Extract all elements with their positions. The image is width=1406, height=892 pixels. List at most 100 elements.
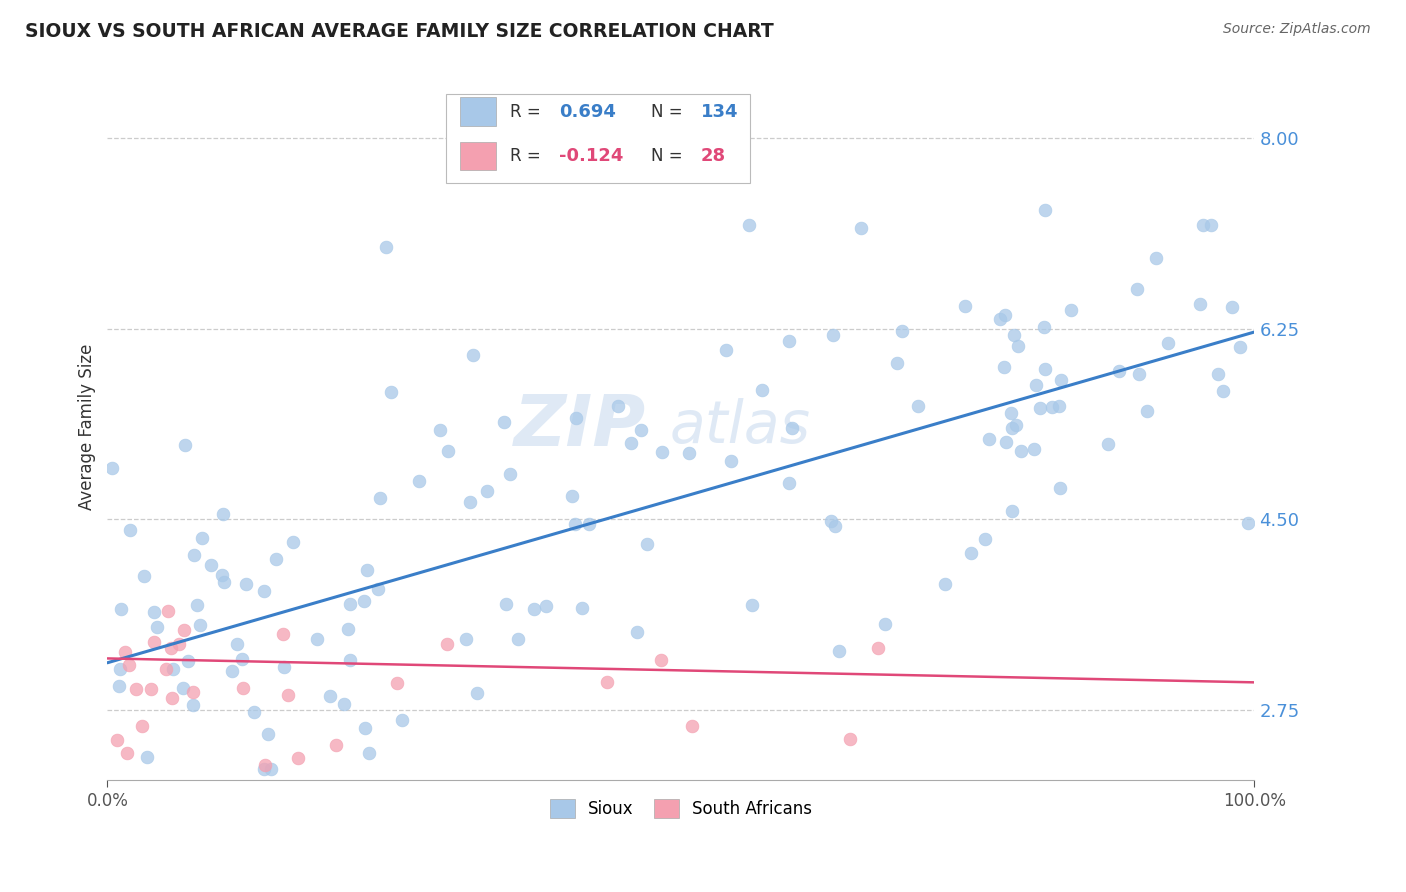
Point [475,484,498,499]
Text: 134: 134 [700,103,738,120]
Point [465,686,488,700]
Text: ZIP: ZIP [515,392,647,461]
Y-axis label: Average Family Size: Average Family Size [79,343,96,510]
Point [851,221,873,235]
Point [571,601,593,615]
Point [1033,203,1056,218]
Point [934,577,956,591]
Point [1157,336,1180,351]
Point [235,577,257,591]
Point [1220,300,1243,314]
Point [596,675,619,690]
Point [1237,516,1260,531]
Point [650,653,672,667]
Point [1128,367,1150,381]
Point [1212,384,1234,398]
Point [1033,361,1056,376]
Text: atlas: atlas [669,398,810,455]
Point [988,312,1011,326]
Point [110,602,132,616]
Point [741,599,763,613]
Point [408,474,430,488]
Point [1007,339,1029,353]
Point [325,738,347,752]
Point [607,399,630,413]
Point [824,518,846,533]
Point [332,698,354,712]
Point [356,563,378,577]
Point [578,517,600,532]
Point [1192,218,1215,232]
Point [281,535,304,549]
Point [820,514,842,528]
Point [564,411,586,425]
Point [190,531,212,545]
FancyBboxPatch shape [460,97,496,126]
Point [1229,340,1251,354]
Point [828,644,851,658]
Point [738,219,761,233]
Point [146,620,169,634]
Point [523,601,546,615]
Point [636,537,658,551]
Point [1144,251,1167,265]
Point [1097,437,1119,451]
Point [429,423,451,437]
Text: 28: 28 [700,147,725,165]
Point [254,758,277,772]
Point [436,636,458,650]
Point [626,625,648,640]
Point [1025,378,1047,392]
Point [1188,297,1211,311]
Point [1050,373,1073,387]
Point [271,627,294,641]
Point [339,653,361,667]
Point [886,356,908,370]
Point [256,727,278,741]
Point [367,582,389,596]
Point [162,661,184,675]
Point [1040,400,1063,414]
Point [225,637,247,651]
Point [260,763,283,777]
Point [875,616,897,631]
Point [1024,442,1046,457]
Point [221,665,243,679]
Point [162,691,184,706]
Point [287,751,309,765]
Point [125,681,148,696]
Point [253,584,276,599]
Point [115,746,138,760]
Point [534,599,557,613]
Point [993,360,1015,375]
Legend: Sioux, South Africans: Sioux, South Africans [543,792,818,825]
Point [1001,420,1024,434]
Point [720,453,742,467]
Point [264,552,287,566]
Point [391,713,413,727]
Point [337,623,360,637]
Point [1136,404,1159,418]
Point [977,432,1000,446]
Point [231,652,253,666]
Point [167,637,190,651]
Point [1000,406,1022,420]
Point [1032,320,1054,334]
Text: R =: R = [510,147,541,165]
Point [751,383,773,397]
Point [1125,282,1147,296]
Point [132,568,155,582]
Point [681,718,703,732]
Point [778,334,800,349]
Point [1005,417,1028,432]
Point [495,598,517,612]
Point [823,327,845,342]
Point [118,657,141,672]
Text: -0.124: -0.124 [560,147,624,165]
Point [200,558,222,573]
FancyBboxPatch shape [460,142,496,169]
Point [177,653,200,667]
Point [1060,303,1083,318]
Text: SIOUX VS SOUTH AFRICAN AVERAGE FAMILY SIZE CORRELATION CHART: SIOUX VS SOUTH AFRICAN AVERAGE FAMILY SI… [25,22,775,41]
Point [354,721,377,735]
